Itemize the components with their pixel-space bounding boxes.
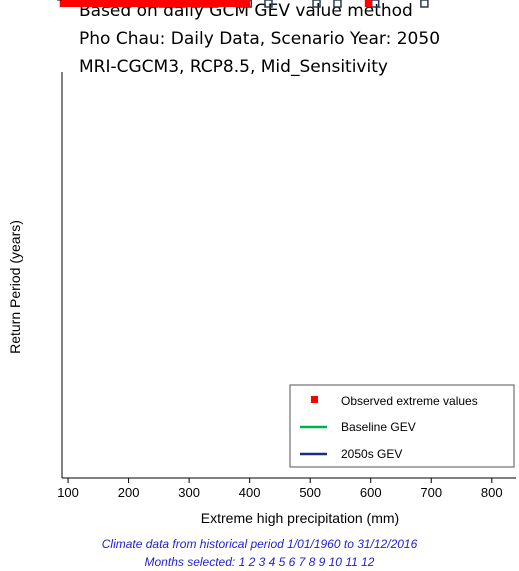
observed-point	[183, 0, 191, 7]
observed-point	[209, 0, 217, 7]
observed-point	[89, 0, 97, 7]
observed-point	[150, 0, 158, 7]
x-tick-label: 500	[299, 485, 321, 500]
y-tick-label: 10	[40, 0, 54, 3]
legend-baseline-label: Baseline GEV	[341, 420, 416, 434]
observed-point	[162, 0, 170, 7]
observed-point	[75, 0, 83, 7]
observed-point	[85, 0, 93, 7]
observed-point	[194, 0, 202, 7]
x-tick-label: 200	[118, 485, 140, 500]
observed-point	[229, 0, 237, 7]
legend-observed-label: Observed extreme values	[341, 394, 478, 408]
legend-frame	[289, 384, 515, 468]
observed-point	[174, 0, 182, 7]
observed-point	[235, 0, 243, 7]
x-axis-label: Extreme high precipitation (mm)	[201, 510, 399, 526]
observed-point	[215, 0, 223, 7]
future-2050-gev-marker	[312, 0, 321, 8]
future-2050-gev-marker	[370, 0, 380, 8]
legend-box: Observed extreme values Baseline GEV 205…	[289, 384, 515, 468]
x-tick-label: 400	[239, 485, 261, 500]
observed-point	[179, 0, 187, 7]
observed-point	[168, 0, 176, 7]
y-axis-label: Return Period (years)	[7, 220, 23, 354]
x-tick-label: 700	[420, 485, 442, 500]
y-tick-label: 100	[32, 0, 54, 3]
observed-point	[243, 0, 251, 7]
future-2050-gev-marker	[264, 0, 273, 8]
observed-point	[81, 0, 89, 7]
observed-point	[203, 0, 211, 7]
y-tick-label: 20	[40, 0, 54, 3]
observed-point	[59, 0, 67, 7]
observed-point	[198, 0, 206, 7]
observed-point	[71, 0, 79, 7]
legend-2050-label: 2050s GEV	[341, 447, 402, 461]
observed-point	[225, 0, 233, 7]
y-tick-label: 50	[40, 0, 54, 3]
observed-point	[156, 0, 164, 7]
future-2050-gev-marker	[333, 0, 342, 8]
observed-point	[221, 0, 229, 7]
x-tick-label: 300	[178, 485, 200, 500]
chart-title-line-3: MRI-CGCM3, RCP8.5, Mid_Sensitivity	[79, 57, 388, 77]
legend-observed-marker	[311, 396, 318, 403]
y-tick-label: 2	[47, 0, 54, 3]
x-tick-label: 800	[481, 485, 503, 500]
x-tick-label: 600	[360, 485, 382, 500]
footer-months-selected: Months selected: 1 2 3 4 5 6 7 8 9 10 11…	[144, 555, 375, 569]
observed-point	[145, 0, 153, 7]
future-2050-gev-marker	[420, 0, 429, 8]
chart-title-line-2: Pho Chau: Daily Data, Scenario Year: 205…	[79, 29, 441, 49]
observed-point	[186, 0, 194, 7]
footer-climate-period: Climate data from historical period 1/01…	[101, 537, 418, 551]
observed-point	[364, 0, 372, 7]
observed-point	[190, 0, 198, 7]
x-tick-label: 100	[57, 485, 79, 500]
y-tick-label: 150	[32, 0, 54, 3]
observed-point	[96, 0, 104, 7]
observed-point	[68, 0, 76, 7]
observed-point	[64, 0, 72, 7]
y-tick-label: 5	[47, 0, 54, 3]
